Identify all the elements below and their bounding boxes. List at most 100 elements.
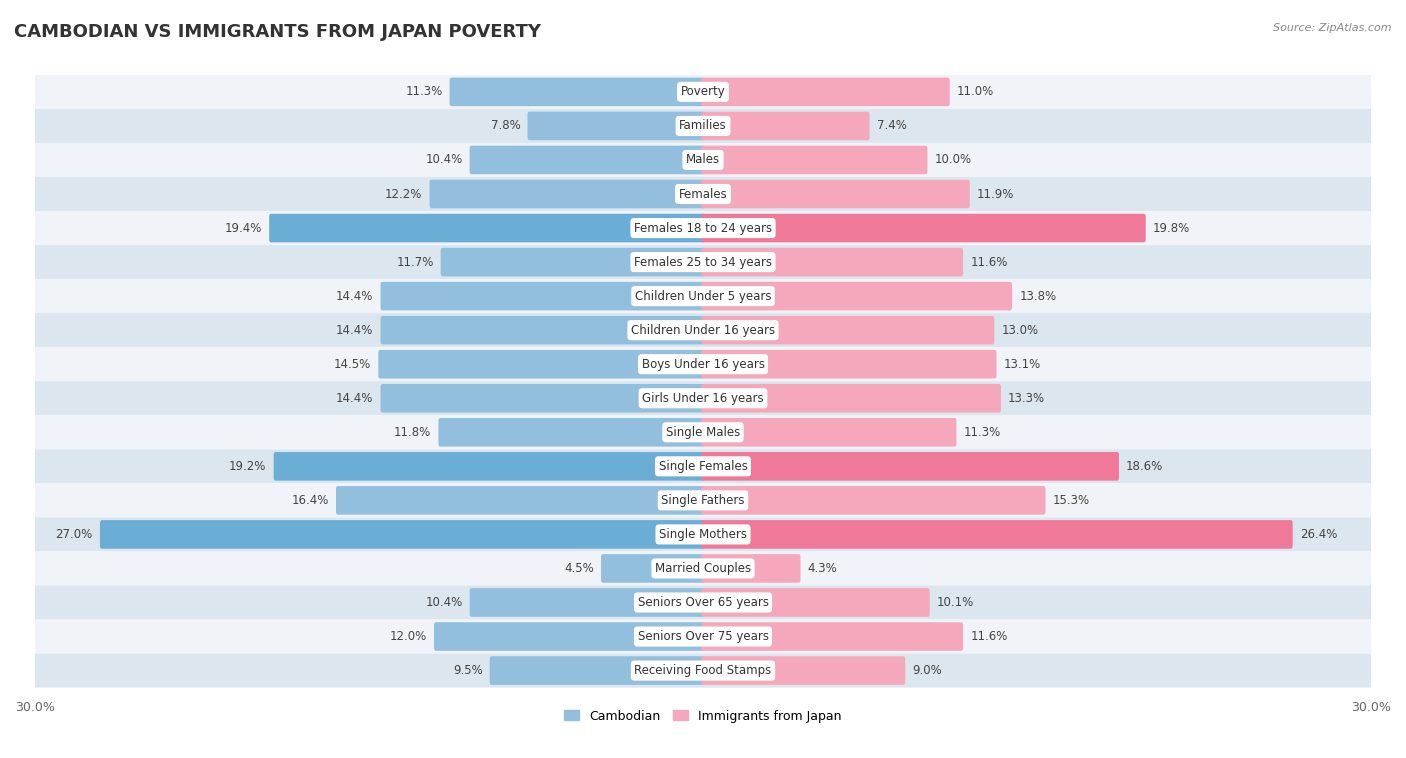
FancyBboxPatch shape — [702, 418, 956, 446]
Text: 19.4%: 19.4% — [225, 221, 262, 234]
FancyBboxPatch shape — [527, 111, 704, 140]
Text: 19.2%: 19.2% — [229, 460, 267, 473]
FancyBboxPatch shape — [274, 452, 704, 481]
Text: Males: Males — [686, 153, 720, 167]
Legend: Cambodian, Immigrants from Japan: Cambodian, Immigrants from Japan — [564, 709, 842, 722]
Text: 10.0%: 10.0% — [935, 153, 972, 167]
Text: Married Couples: Married Couples — [655, 562, 751, 575]
FancyBboxPatch shape — [702, 282, 1012, 311]
Text: 10.4%: 10.4% — [425, 596, 463, 609]
Text: 14.4%: 14.4% — [336, 290, 374, 302]
Text: 13.8%: 13.8% — [1019, 290, 1056, 302]
Text: 14.4%: 14.4% — [336, 392, 374, 405]
Text: 11.7%: 11.7% — [396, 255, 433, 268]
Text: Source: ZipAtlas.com: Source: ZipAtlas.com — [1274, 23, 1392, 33]
FancyBboxPatch shape — [702, 384, 1001, 412]
Text: Seniors Over 75 years: Seniors Over 75 years — [637, 630, 769, 643]
Text: Single Mothers: Single Mothers — [659, 528, 747, 541]
FancyBboxPatch shape — [430, 180, 704, 208]
FancyBboxPatch shape — [35, 211, 1371, 245]
FancyBboxPatch shape — [35, 653, 1371, 688]
FancyBboxPatch shape — [702, 452, 1119, 481]
FancyBboxPatch shape — [702, 588, 929, 617]
Text: Receiving Food Stamps: Receiving Food Stamps — [634, 664, 772, 677]
Text: 19.8%: 19.8% — [1153, 221, 1189, 234]
Text: 11.0%: 11.0% — [957, 86, 994, 99]
FancyBboxPatch shape — [450, 77, 704, 106]
FancyBboxPatch shape — [702, 316, 994, 344]
FancyBboxPatch shape — [381, 384, 704, 412]
FancyBboxPatch shape — [702, 622, 963, 651]
FancyBboxPatch shape — [35, 347, 1371, 381]
FancyBboxPatch shape — [600, 554, 704, 583]
FancyBboxPatch shape — [35, 518, 1371, 551]
FancyBboxPatch shape — [702, 350, 997, 378]
Text: 11.3%: 11.3% — [405, 86, 443, 99]
Text: 4.5%: 4.5% — [564, 562, 593, 575]
FancyBboxPatch shape — [35, 143, 1371, 177]
FancyBboxPatch shape — [35, 619, 1371, 653]
FancyBboxPatch shape — [440, 248, 704, 277]
Text: 27.0%: 27.0% — [56, 528, 93, 541]
FancyBboxPatch shape — [381, 282, 704, 311]
FancyBboxPatch shape — [100, 520, 704, 549]
FancyBboxPatch shape — [35, 245, 1371, 279]
Text: 14.4%: 14.4% — [336, 324, 374, 337]
FancyBboxPatch shape — [702, 248, 963, 277]
Text: Single Fathers: Single Fathers — [661, 494, 745, 507]
FancyBboxPatch shape — [702, 77, 949, 106]
FancyBboxPatch shape — [35, 109, 1371, 143]
Text: 12.2%: 12.2% — [385, 187, 422, 201]
FancyBboxPatch shape — [434, 622, 704, 651]
FancyBboxPatch shape — [702, 554, 800, 583]
FancyBboxPatch shape — [35, 381, 1371, 415]
FancyBboxPatch shape — [35, 585, 1371, 619]
Text: 10.1%: 10.1% — [936, 596, 974, 609]
FancyBboxPatch shape — [702, 656, 905, 685]
Text: 18.6%: 18.6% — [1126, 460, 1163, 473]
FancyBboxPatch shape — [702, 486, 1046, 515]
FancyBboxPatch shape — [35, 75, 1371, 109]
Text: 11.6%: 11.6% — [970, 630, 1008, 643]
FancyBboxPatch shape — [702, 520, 1292, 549]
Text: 13.1%: 13.1% — [1004, 358, 1040, 371]
Text: 9.0%: 9.0% — [912, 664, 942, 677]
Text: Seniors Over 65 years: Seniors Over 65 years — [637, 596, 769, 609]
FancyBboxPatch shape — [470, 146, 704, 174]
FancyBboxPatch shape — [470, 588, 704, 617]
FancyBboxPatch shape — [336, 486, 704, 515]
FancyBboxPatch shape — [35, 484, 1371, 518]
FancyBboxPatch shape — [35, 177, 1371, 211]
Text: CAMBODIAN VS IMMIGRANTS FROM JAPAN POVERTY: CAMBODIAN VS IMMIGRANTS FROM JAPAN POVER… — [14, 23, 541, 41]
Text: 13.3%: 13.3% — [1008, 392, 1045, 405]
Text: Girls Under 16 years: Girls Under 16 years — [643, 392, 763, 405]
Text: 4.3%: 4.3% — [807, 562, 838, 575]
FancyBboxPatch shape — [35, 415, 1371, 449]
Text: 11.6%: 11.6% — [970, 255, 1008, 268]
Text: 15.3%: 15.3% — [1053, 494, 1090, 507]
Text: Single Females: Single Females — [658, 460, 748, 473]
Text: 11.8%: 11.8% — [394, 426, 432, 439]
Text: 9.5%: 9.5% — [453, 664, 482, 677]
Text: Females: Females — [679, 187, 727, 201]
FancyBboxPatch shape — [702, 146, 928, 174]
Text: 12.0%: 12.0% — [389, 630, 427, 643]
FancyBboxPatch shape — [269, 214, 704, 243]
FancyBboxPatch shape — [702, 214, 1146, 243]
FancyBboxPatch shape — [439, 418, 704, 446]
Text: Families: Families — [679, 120, 727, 133]
FancyBboxPatch shape — [35, 551, 1371, 585]
Text: 7.4%: 7.4% — [877, 120, 907, 133]
Text: Poverty: Poverty — [681, 86, 725, 99]
Text: 16.4%: 16.4% — [291, 494, 329, 507]
FancyBboxPatch shape — [702, 180, 970, 208]
Text: 14.5%: 14.5% — [335, 358, 371, 371]
Text: Children Under 5 years: Children Under 5 years — [634, 290, 772, 302]
Text: 11.9%: 11.9% — [977, 187, 1014, 201]
Text: Children Under 16 years: Children Under 16 years — [631, 324, 775, 337]
FancyBboxPatch shape — [489, 656, 704, 685]
FancyBboxPatch shape — [378, 350, 704, 378]
Text: Boys Under 16 years: Boys Under 16 years — [641, 358, 765, 371]
Text: Females 18 to 24 years: Females 18 to 24 years — [634, 221, 772, 234]
Text: 7.8%: 7.8% — [491, 120, 520, 133]
